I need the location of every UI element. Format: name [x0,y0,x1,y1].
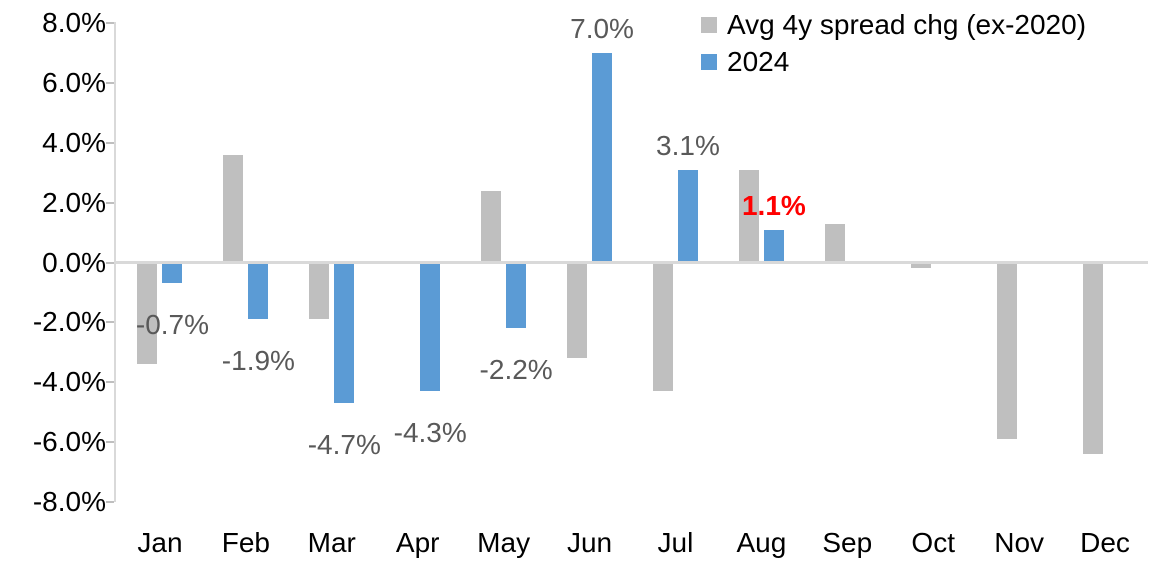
bar-2024-jun [592,53,613,263]
y-axis-tick-label: -8.0% [32,485,106,517]
y-axis-tick-mark [106,381,114,384]
bar-avg-oct [910,262,931,269]
y-axis-tick-label: -4.0% [32,366,106,398]
x-axis-label-feb: Feb [221,527,270,558]
data-label-may: -2.2% [479,354,553,386]
bar-avg-may [481,190,502,263]
bar-avg-nov [996,262,1017,439]
bar-2024-may [506,262,527,329]
y-axis-tick-mark [106,82,114,85]
x-axis-label-oct: Oct [911,527,955,558]
x-axis-label-mar: Mar [307,527,356,558]
y-axis-tick-label: 4.0% [42,126,106,158]
data-label-jan: -0.7% [135,309,210,341]
bar-avg-mar [309,262,330,320]
x-axis-label-jul: Jul [657,527,694,558]
bar-avg-feb [223,154,244,263]
legend-label-avg: Avg 4y spread chg (ex-2020) [727,8,1087,40]
y-axis-tick-label: 8.0% [42,7,106,39]
y-axis-tick-mark [106,321,114,324]
data-label-jul: 3.1% [656,129,720,161]
legend-swatch-gray-icon [701,16,717,33]
bar-2024-jan [162,262,183,284]
data-label-mar: -4.7% [307,429,381,461]
x-axis-label-nov: Nov [994,527,1045,558]
y-axis-tick-mark [106,261,114,264]
bar-2024-aug [763,229,784,263]
bar-2024-jul [677,169,698,263]
data-label-feb: -1.9% [221,345,295,377]
y-axis-tick-label: 2.0% [42,186,106,218]
bar-2024-mar [334,262,355,404]
legend-item-avg: Avg 4y spread chg (ex-2020) [701,6,1086,43]
y-axis-tick-mark [106,141,114,144]
data-label-aug: 1.1% [741,189,806,221]
bar-avg-dec [1082,262,1103,454]
x-axis-label-apr: Apr [395,527,440,558]
bar-avg-sep [824,223,845,263]
bar-avg-jun [567,262,588,359]
bar-avg-jan [137,262,158,365]
y-axis-tick-label: -2.0% [32,306,106,338]
x-axis-label-dec: Dec [1080,527,1130,558]
legend-item-2024: 2024 [701,43,1086,80]
y-axis-tick-mark [106,440,114,443]
x-axis-label-aug: Aug [736,527,787,558]
y-axis-tick-label: -6.0% [32,425,106,457]
x-axis-label-may: May [477,527,531,558]
legend: Avg 4y spread chg (ex-2020) 2024 [701,6,1086,80]
y-axis-tick-mark [106,22,114,25]
bar-2024-feb [248,262,269,320]
bar-avg-jul [652,262,673,392]
y-axis-tick-label: 6.0% [42,67,106,99]
x-axis-label-jan: Jan [137,527,183,558]
legend-swatch-blue-icon [701,53,717,70]
data-label-apr: -4.3% [393,417,467,449]
bar-2024-apr [420,262,441,392]
data-label-jun: 7.0% [570,13,634,45]
x-axis-label-sep: Sep [822,527,873,558]
x-axis-label-jun: Jun [566,527,613,558]
x-axis-zero-line [114,261,1148,264]
bar-avg-aug [738,169,759,263]
legend-label-2024: 2024 [727,45,790,77]
y-axis-tick-mark [106,201,114,204]
y-axis-tick-mark [106,500,114,503]
y-axis-tick-label: 0.0% [42,246,106,278]
